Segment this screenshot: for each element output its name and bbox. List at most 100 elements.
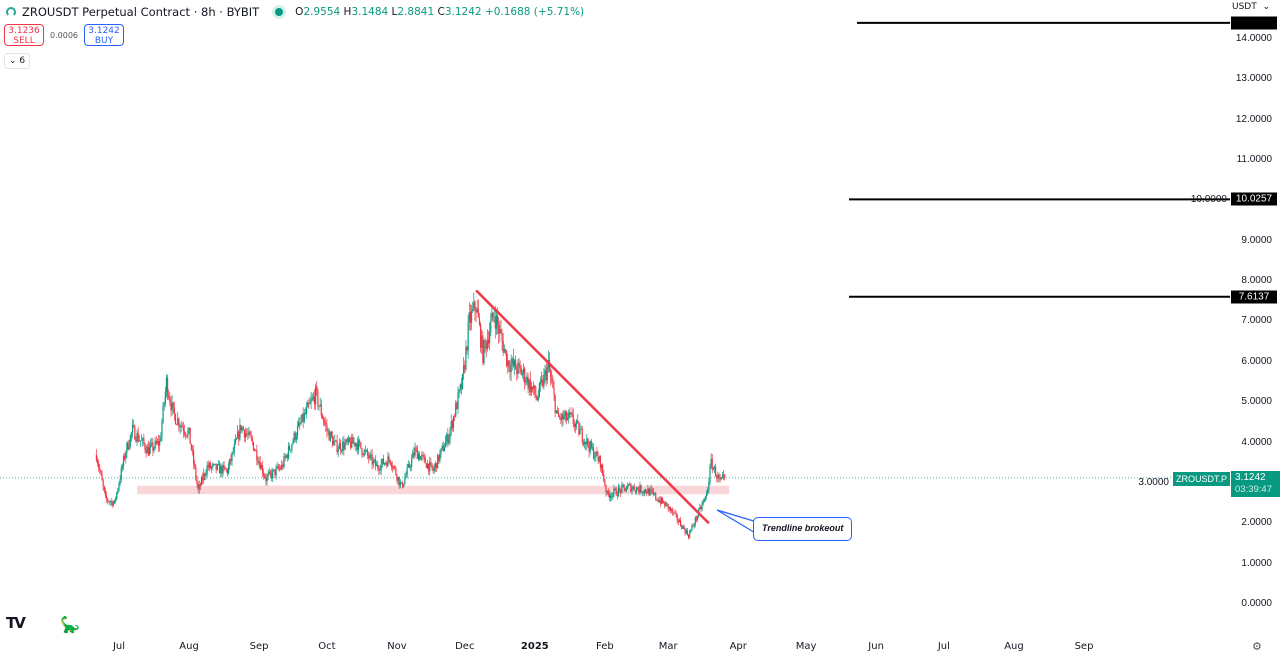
candle-body	[562, 413, 564, 420]
candle-body	[672, 509, 674, 514]
candle-body	[273, 469, 275, 471]
candle-body	[482, 335, 484, 364]
candle-body	[615, 488, 617, 496]
x-tick-label: Jul	[112, 641, 126, 652]
candle-body	[247, 434, 249, 436]
candle-body	[338, 443, 340, 449]
candle-body	[618, 487, 621, 490]
candle-body	[208, 463, 210, 468]
tradingview-logo[interactable]: TV	[6, 614, 26, 632]
candle-body	[345, 439, 347, 444]
candle-body	[251, 437, 253, 442]
candle-body	[576, 420, 578, 424]
candle-body	[717, 474, 719, 479]
candle-body	[279, 468, 282, 469]
settings-icon[interactable]: ⚙	[1252, 640, 1262, 653]
x-tick-label: Sep	[249, 641, 269, 652]
candle-body	[360, 442, 362, 449]
candle-body	[489, 332, 491, 344]
candle-body	[231, 452, 233, 461]
candle-body	[237, 431, 239, 439]
candle-body	[152, 442, 154, 451]
candle-body	[155, 440, 157, 444]
candle-body	[381, 458, 383, 464]
indicators-toggle[interactable]: ⌄ 6	[4, 53, 31, 69]
candle-body	[145, 449, 147, 454]
candle-body	[541, 379, 543, 382]
candle-body	[424, 456, 426, 464]
candle-body	[354, 442, 356, 447]
candle-body	[239, 424, 241, 440]
candle-body	[369, 454, 371, 459]
currency-selector[interactable]: USDT ⌄	[1232, 2, 1270, 12]
candle-body	[261, 465, 264, 474]
candle-body	[160, 436, 162, 441]
x-tick-label: Jul	[937, 641, 950, 652]
candle-body	[129, 435, 131, 447]
candle-body	[639, 485, 641, 493]
candle-body	[450, 421, 452, 430]
candle-body	[690, 529, 692, 533]
candle-body	[216, 464, 218, 470]
candle-body	[476, 308, 478, 313]
candle-body	[581, 429, 583, 442]
candle-body	[325, 423, 327, 426]
buy-button[interactable]: 3.1242 BUY	[84, 24, 124, 46]
candle-body	[593, 447, 595, 459]
candle-body	[246, 433, 248, 435]
candle-body	[428, 463, 430, 472]
candle-body	[418, 454, 421, 460]
candle-body	[660, 497, 662, 504]
candle-body	[110, 501, 112, 502]
candle-body	[538, 383, 540, 397]
candle-body	[392, 466, 395, 468]
candle-body	[321, 415, 323, 419]
candle-body	[304, 413, 307, 414]
candle-body	[96, 460, 99, 464]
candle-body	[533, 385, 535, 389]
trendline-breakout-callout[interactable]: Trendline brokeout	[753, 517, 853, 541]
candle-body	[657, 499, 659, 502]
candle-body	[640, 485, 642, 493]
candle-body	[647, 488, 649, 494]
candle-body	[572, 414, 574, 424]
candle-body	[702, 501, 704, 505]
candle-body	[425, 463, 427, 468]
candle-body	[508, 360, 510, 369]
candle-body	[169, 397, 171, 403]
candle-body	[263, 473, 265, 476]
candle-body	[311, 397, 313, 400]
candle-body	[654, 493, 656, 495]
candle-body	[391, 466, 394, 468]
candle-body	[182, 427, 185, 432]
x-tick-label: Mar	[658, 641, 678, 652]
candle-body	[402, 482, 404, 488]
candle-body	[371, 454, 373, 465]
candle-body	[196, 478, 198, 484]
sell-button[interactable]: 3.1236 SELL	[4, 24, 44, 46]
candle-body	[641, 492, 643, 494]
candle-body	[633, 486, 635, 491]
candle-body	[582, 441, 585, 445]
candle-body	[376, 464, 378, 467]
candle-body	[676, 514, 678, 521]
candle-body	[125, 452, 127, 459]
symbol-title[interactable]: ZROUSDT Perpetual Contract · 8h · BYBIT	[22, 5, 260, 19]
candle-body	[606, 490, 608, 493]
candle-body	[567, 417, 569, 421]
candle-body	[154, 440, 156, 448]
candle-body	[525, 382, 527, 384]
candle-body	[320, 404, 322, 416]
candle-body	[205, 474, 207, 476]
candle-body	[141, 440, 143, 442]
candle-body	[367, 450, 369, 456]
candle-body	[434, 463, 436, 468]
candle-body	[600, 464, 603, 469]
candle-body	[486, 339, 488, 349]
candle-body	[557, 412, 560, 417]
y-tick-label: 1.0000	[1241, 557, 1272, 569]
candle-body	[426, 463, 429, 468]
candle-body	[127, 442, 129, 450]
candle-body	[395, 467, 397, 475]
